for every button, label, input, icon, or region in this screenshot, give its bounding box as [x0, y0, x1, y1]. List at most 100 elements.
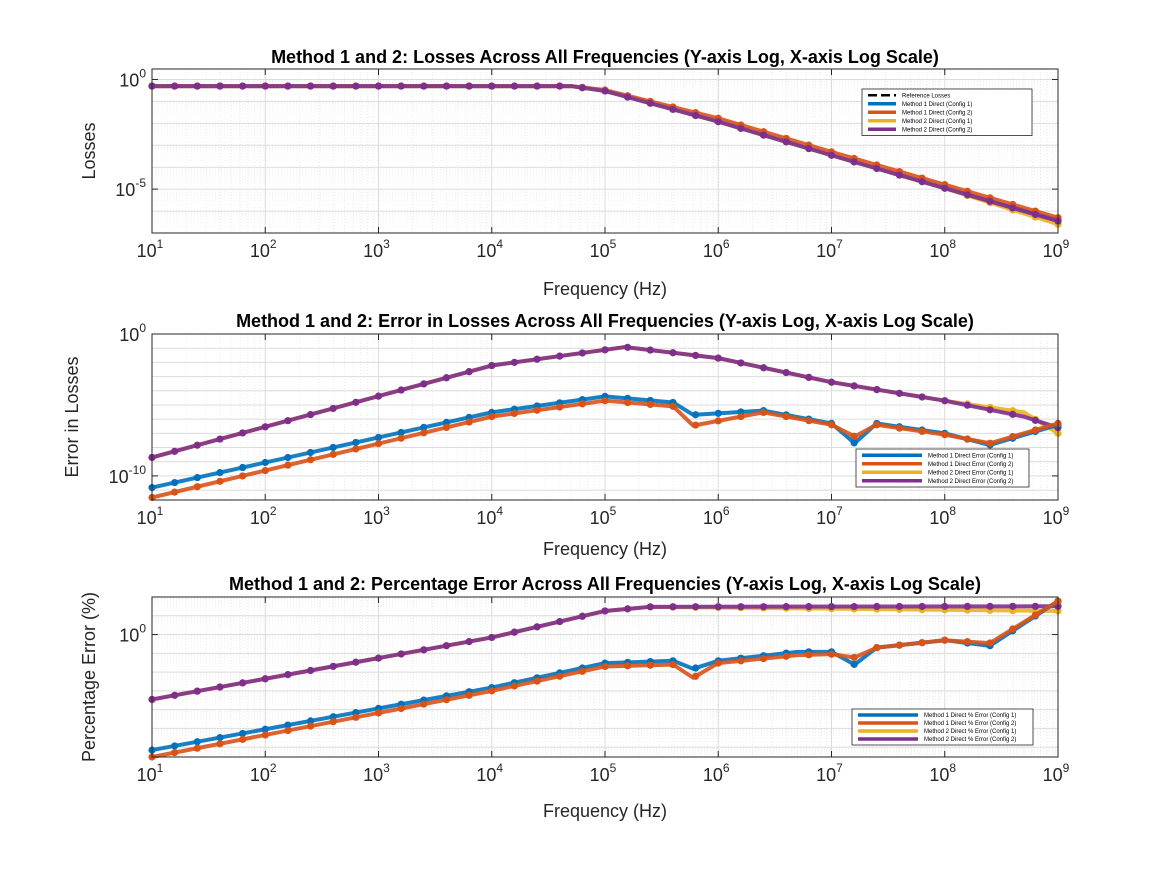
x-tick-base: 10	[703, 241, 723, 261]
series-marker	[488, 633, 496, 642]
series-marker	[963, 435, 972, 443]
series-marker	[239, 463, 247, 472]
legend-label: Method 2 Direct Error (Config 1)	[928, 470, 1013, 476]
series-4	[148, 397, 1062, 502]
series-marker	[578, 84, 586, 92]
series-marker	[465, 691, 473, 699]
series-marker	[624, 93, 632, 101]
chart-title: Method 1 and 2: Error in Losses Across A…	[236, 311, 974, 331]
y-axis-label: Losses	[79, 122, 99, 179]
series-marker	[986, 639, 994, 647]
series-marker	[556, 403, 564, 411]
series-marker	[601, 662, 609, 671]
series-marker	[261, 725, 269, 733]
y-tick-label: 10-5	[115, 176, 146, 200]
x-tick-label: 101	[137, 761, 164, 785]
series-marker	[669, 603, 677, 611]
series-marker	[193, 473, 201, 482]
series-marker	[578, 667, 586, 675]
legend-entry: Method 2 Direct % Error (Config 2)	[858, 737, 1016, 743]
series-marker	[782, 412, 790, 421]
series-marker	[533, 677, 541, 685]
x-tick-base: 10	[137, 241, 157, 261]
series-marker	[714, 117, 722, 126]
series-marker	[352, 658, 360, 666]
series-marker	[1009, 625, 1017, 633]
series-marker	[352, 445, 360, 453]
legend-label: Reference Losses	[902, 93, 950, 99]
x-tick-label: 106	[703, 237, 730, 261]
series-marker	[850, 660, 858, 668]
series-marker	[986, 602, 994, 610]
series-marker	[601, 346, 609, 354]
series-marker	[1031, 416, 1039, 424]
series-marker	[420, 82, 428, 90]
series-marker	[1009, 432, 1017, 441]
x-axis-label: Frequency (Hz)	[543, 279, 667, 299]
series-marker	[986, 439, 994, 447]
x-tick-base: 10	[703, 765, 723, 785]
x-tick-base: 10	[250, 241, 270, 261]
series-2	[148, 602, 1062, 704]
series-marker	[510, 628, 518, 636]
series-marker	[669, 402, 677, 410]
series-4	[148, 597, 1062, 761]
series-marker	[465, 418, 473, 426]
y-tick-exponent: 0	[139, 66, 146, 80]
series-marker	[805, 603, 813, 611]
x-tick-base: 10	[137, 765, 157, 785]
chart-title: Method 1 and 2: Percentage Error Across …	[229, 574, 981, 594]
legend: Method 1 Direct % Error (Config 1) Method…	[851, 708, 1034, 746]
x-tick-exponent: 7	[836, 761, 843, 775]
x-tick-label: 107	[816, 504, 843, 528]
x-tick-base: 10	[816, 508, 836, 528]
legend-label: Method 1 Direct % Error (Config 1)	[924, 713, 1016, 719]
series-marker	[306, 722, 315, 730]
series-marker	[193, 82, 201, 90]
series-marker	[692, 421, 700, 429]
series-marker	[714, 603, 722, 611]
series-marker	[216, 740, 224, 748]
series-marker	[510, 409, 518, 418]
series-marker	[646, 661, 654, 669]
series-marker	[239, 679, 247, 687]
series-marker	[306, 456, 315, 464]
series-marker	[737, 124, 745, 132]
series-marker	[963, 602, 972, 611]
series-marker	[759, 408, 768, 417]
series-marker	[759, 654, 768, 663]
legend-label: Method 2 Direct (Config 1)	[902, 119, 972, 125]
x-tick-label: 102	[250, 761, 277, 785]
legend-label: Method 2 Direct Error (Config 2)	[928, 479, 1013, 485]
series-marker	[488, 361, 496, 370]
legend-label: Method 2 Direct % Error (Config 1)	[924, 729, 1016, 735]
series-marker	[510, 358, 518, 366]
x-tick-base: 10	[137, 508, 157, 528]
series-marker	[578, 612, 586, 620]
x-tick-label: 108	[929, 761, 956, 785]
series-marker	[397, 428, 405, 437]
x-tick-exponent: 1	[157, 761, 164, 775]
series-marker	[284, 82, 292, 90]
legend-entry: Method 1 Direct % Error (Config 1)	[858, 713, 1016, 719]
series-marker	[737, 657, 745, 665]
legend-entry: Method 2 Direct Error (Config 1)	[862, 470, 1013, 476]
x-tick-label: 105	[590, 504, 617, 528]
series-marker	[216, 82, 224, 90]
x-tick-label: 105	[590, 761, 617, 785]
series-marker	[850, 158, 858, 166]
series-marker	[737, 412, 745, 421]
series-marker	[692, 672, 700, 680]
series-marker	[488, 687, 496, 695]
series-marker	[986, 197, 994, 205]
x-tick-base: 10	[929, 241, 949, 261]
series-2	[148, 343, 1062, 462]
legend-label: Method 1 Direct Error (Config 1)	[928, 453, 1013, 459]
legend-label: Method 2 Direct (Config 2)	[902, 127, 972, 133]
series-marker	[261, 82, 269, 90]
series-marker	[782, 652, 790, 660]
series-marker	[692, 664, 700, 672]
x-tick-label: 103	[363, 237, 390, 261]
series-marker	[850, 382, 858, 390]
